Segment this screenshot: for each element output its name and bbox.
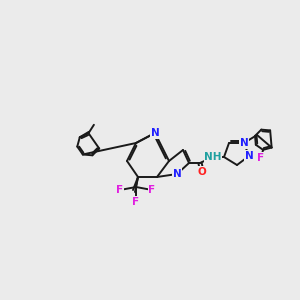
Text: NH: NH — [204, 152, 222, 162]
Text: F: F — [116, 185, 124, 195]
Text: N: N — [244, 151, 253, 161]
Text: N: N — [240, 138, 248, 148]
Text: F: F — [148, 185, 156, 195]
Text: N: N — [172, 169, 182, 179]
Text: F: F — [132, 197, 140, 207]
Text: N: N — [151, 128, 159, 138]
Text: F: F — [257, 153, 265, 163]
Text: O: O — [198, 167, 206, 177]
